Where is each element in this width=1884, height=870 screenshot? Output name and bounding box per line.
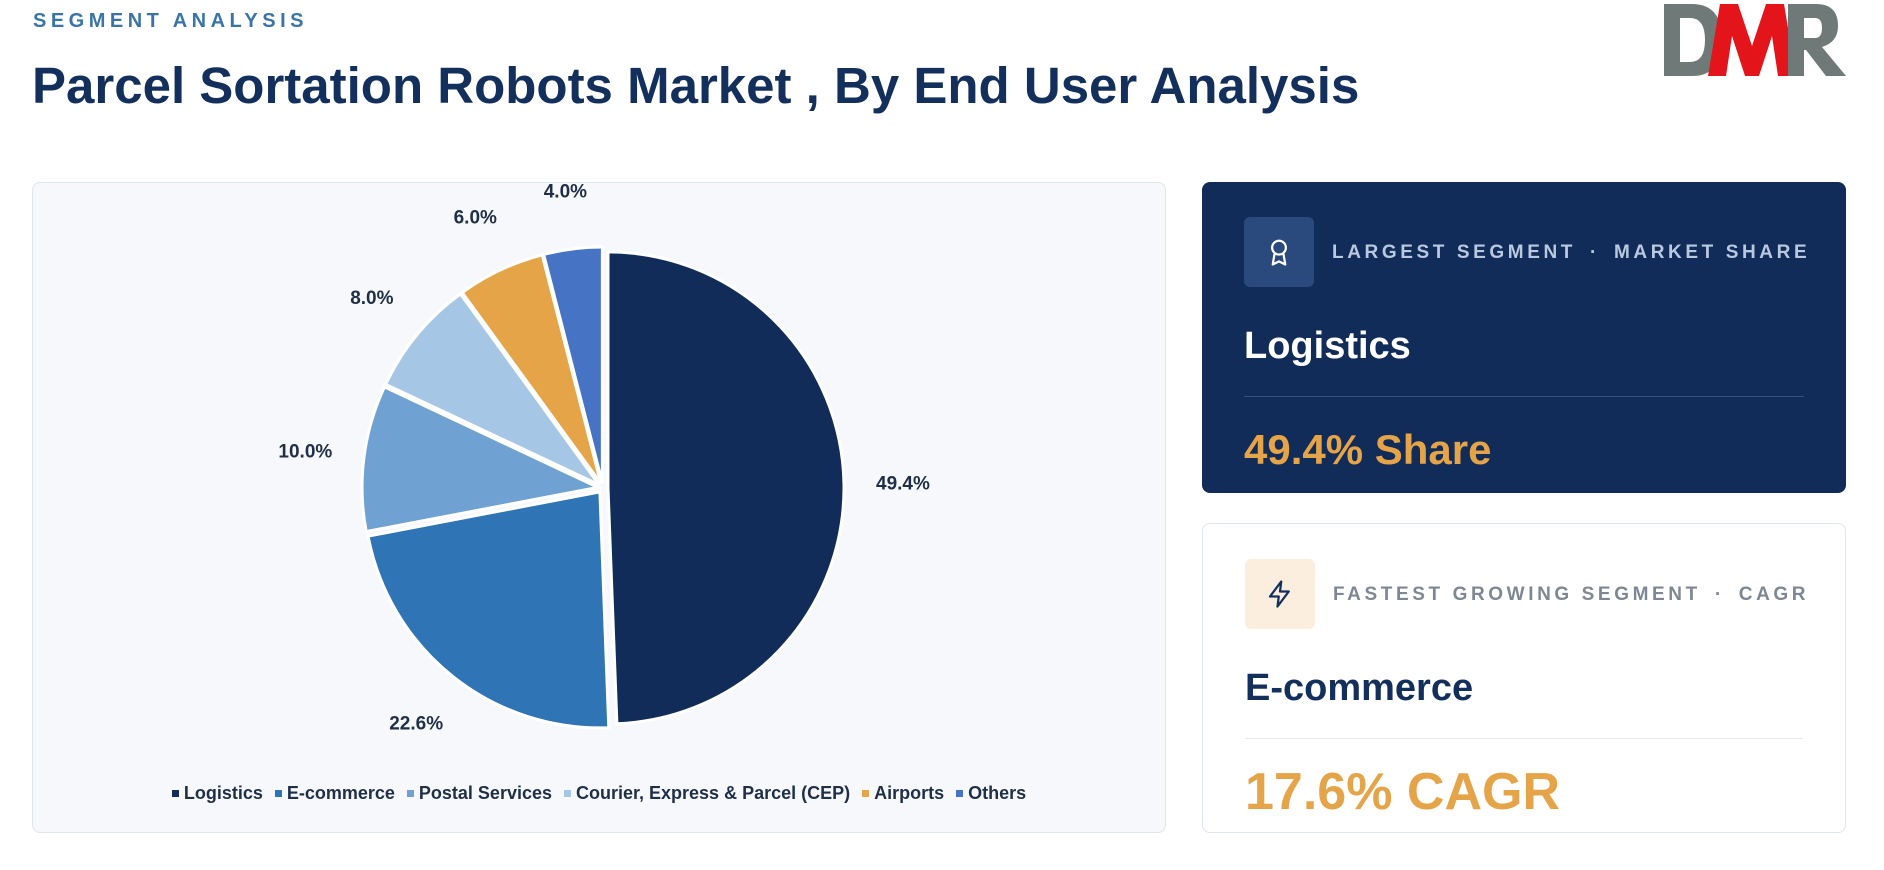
largest-segment-label: LARGEST SEGMENT · MARKET SHARE xyxy=(1332,242,1811,263)
slice-value-label: 22.6% xyxy=(389,714,443,735)
lightning-icon xyxy=(1245,559,1315,629)
award-icon xyxy=(1244,217,1314,287)
fastest-growing-value: 17.6% CAGR xyxy=(1245,763,1560,821)
legend-swatch xyxy=(171,790,179,797)
slice-value-label: 10.0% xyxy=(278,441,332,462)
pie-slice-e-commerce xyxy=(366,490,611,730)
section-eyebrow: SEGMENT ANALYSIS xyxy=(33,10,308,32)
largest-segment-value: 49.4% Share xyxy=(1244,426,1492,473)
legend-swatch xyxy=(862,790,870,797)
fastest-growing-name: E-commerce xyxy=(1245,667,1474,709)
legend-swatch xyxy=(406,790,414,797)
divider xyxy=(1245,738,1803,739)
legend-item: E-commerce xyxy=(274,783,395,804)
pie-slice-postal-services xyxy=(360,384,603,534)
legend-item: Courier, Express & Parcel (CEP) xyxy=(564,783,850,804)
largest-segment-name: Logistics xyxy=(1244,325,1411,367)
pie-slice-logistics xyxy=(606,250,846,726)
legend-label: Postal Services xyxy=(418,783,552,803)
pie-slice-airports xyxy=(460,253,603,485)
legend-item: Others xyxy=(956,783,1026,804)
slice-value-label: 6.0% xyxy=(454,208,497,229)
legend-swatch xyxy=(274,790,282,797)
slice-value-label: 8.0% xyxy=(350,288,393,309)
legend-label: Courier, Express & Parcel (CEP) xyxy=(576,783,851,803)
slice-value-label: 49.4% xyxy=(876,473,930,494)
legend-label: Logistics xyxy=(183,783,263,803)
legend-label: Others xyxy=(968,783,1027,803)
legend-label: Airports xyxy=(874,783,945,803)
legend-label: E-commerce xyxy=(286,783,395,803)
slice-value-label: 4.0% xyxy=(544,183,587,202)
fastest-growing-card: FASTEST GROWING SEGMENT · CAGR E-commerce … xyxy=(1202,523,1846,833)
legend-item: Airports xyxy=(862,783,944,804)
legend-item: Logistics xyxy=(171,783,263,804)
largest-segment-card: LARGEST SEGMENT · MARKET SHARE Logistics 4… xyxy=(1202,182,1846,493)
pie-chart: 49.4% 22.6% 10.0% 8.0% 6.0% 4.0% xyxy=(278,183,930,735)
legend-item: Postal Services xyxy=(406,783,552,804)
legend-swatch xyxy=(956,790,964,797)
fastest-growing-label: FASTEST GROWING SEGMENT · CAGR xyxy=(1333,584,1810,605)
page-title: Parcel Sortation Robots Market , By End … xyxy=(32,57,1360,114)
pie-slice-others xyxy=(541,245,604,484)
chart-legend: Logistics E-commerce Postal Services Courie… xyxy=(33,783,1165,804)
pie-slice-courier-express-parcel-cep xyxy=(383,291,601,487)
legend-swatch xyxy=(564,790,571,797)
dmr-logo xyxy=(1664,4,1846,76)
pie-chart-card: 49.4% 22.6% 10.0% 8.0% 6.0% 4.0% Logistics E-c… xyxy=(32,182,1166,833)
divider xyxy=(1244,396,1804,397)
